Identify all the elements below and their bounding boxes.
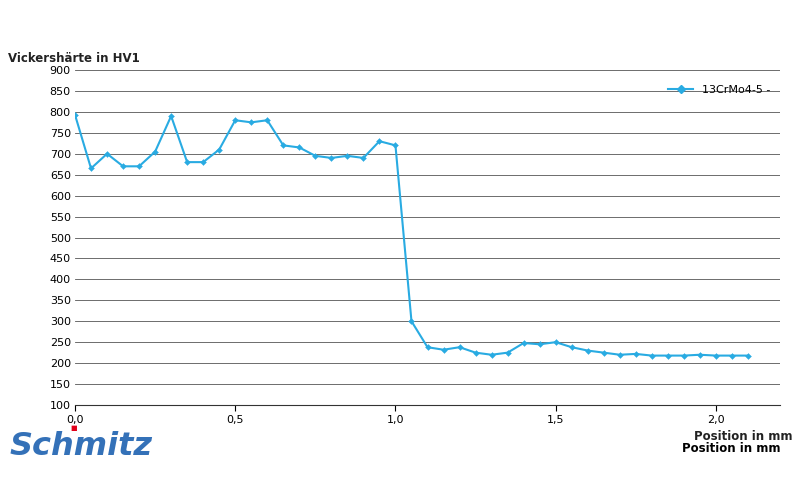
Text: 3% Nital: 3% Nital — [670, 13, 788, 37]
Legend: 13CrMo4-5 -: 13CrMo4-5 - — [664, 81, 774, 100]
Text: Vickershärte in HV1: Vickershärte in HV1 — [8, 52, 140, 65]
Text: 1.7335 | 13CrMo4-5: 1.7335 | 13CrMo4-5 — [12, 12, 288, 37]
Text: ■: ■ — [70, 424, 77, 431]
X-axis label: Position in mm: Position in mm — [682, 442, 780, 455]
Text: Schmitz: Schmitz — [10, 431, 153, 462]
Text: Position in mm: Position in mm — [694, 430, 792, 443]
